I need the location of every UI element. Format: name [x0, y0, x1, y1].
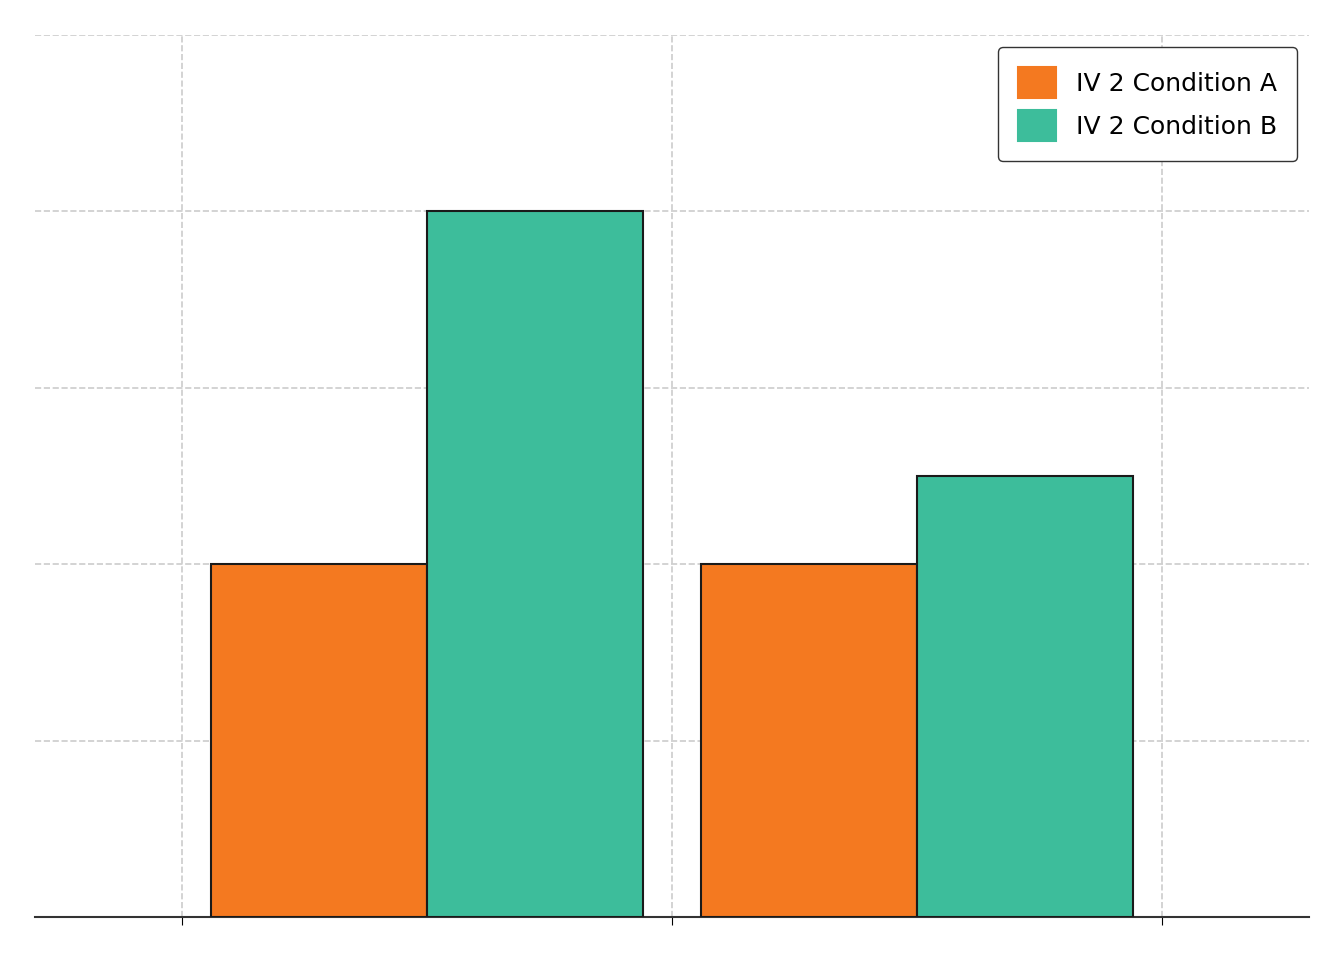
Legend: IV 2 Condition A, IV 2 Condition B: IV 2 Condition A, IV 2 Condition B	[999, 47, 1297, 160]
Bar	[211, 564, 427, 917]
Bar	[702, 564, 917, 917]
Bar	[427, 211, 642, 917]
Bar	[917, 476, 1133, 917]
